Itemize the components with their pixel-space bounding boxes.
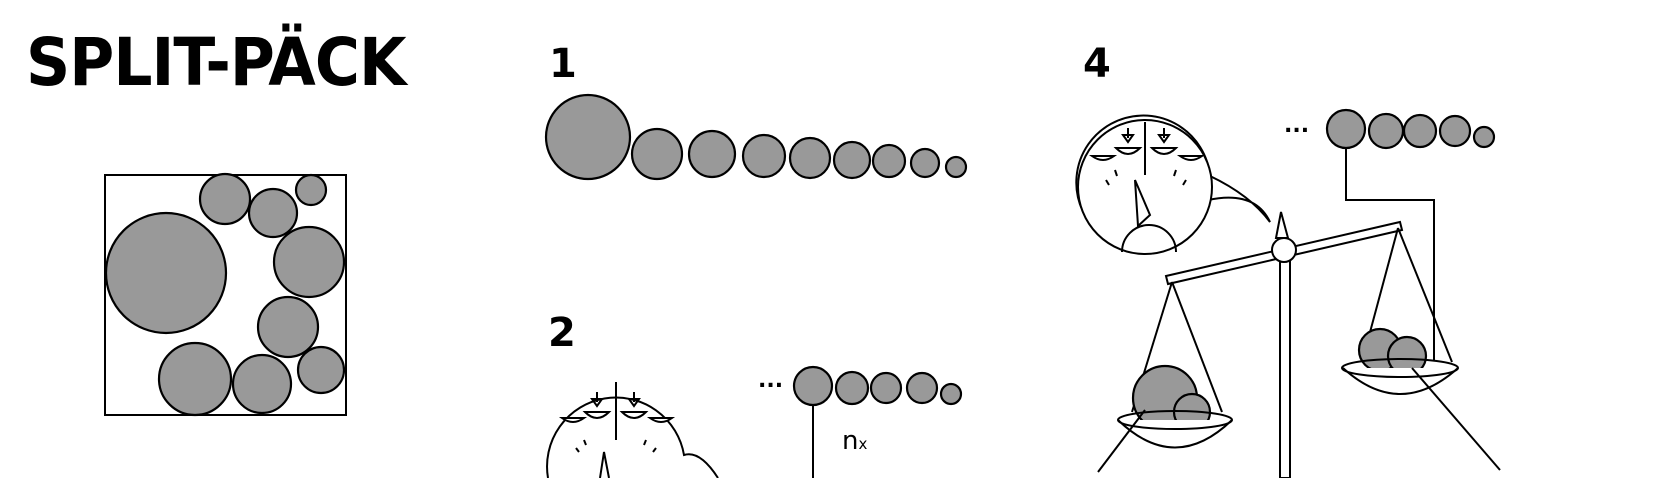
ball-pointer-line <box>1411 367 1501 471</box>
ball-small <box>294 173 328 207</box>
ball-small <box>1472 125 1496 149</box>
count-label: nx <box>842 428 867 454</box>
ball <box>272 225 346 299</box>
ball <box>296 345 346 395</box>
ball <box>869 371 903 405</box>
count-subscript: x <box>858 435 868 453</box>
ball <box>157 341 233 417</box>
ball <box>909 147 941 179</box>
step-2-illustration <box>546 365 963 478</box>
ball <box>256 295 320 359</box>
right-pan <box>1342 367 1459 395</box>
ball-pointer-line <box>1097 409 1146 473</box>
ellipsis-step-4: ... <box>1284 113 1310 138</box>
step-4-illustration <box>1075 108 1501 478</box>
ball <box>687 129 737 179</box>
balance-scale <box>1097 211 1501 478</box>
scale-dial-callout <box>546 382 719 478</box>
ball <box>1438 114 1472 148</box>
ball <box>198 172 252 226</box>
ball <box>905 371 939 405</box>
ball-pointer-line <box>1345 149 1435 360</box>
ball <box>630 127 684 181</box>
ball-small <box>944 155 968 179</box>
ball <box>741 133 787 179</box>
product-title: SPLIT-PÄCK <box>26 24 407 101</box>
ball <box>788 136 832 180</box>
dial-needle <box>599 451 610 478</box>
ball <box>1325 108 1367 150</box>
scale-post <box>1279 257 1291 478</box>
scale-pivot <box>1271 237 1297 263</box>
ball <box>834 370 870 406</box>
ball <box>1367 112 1405 150</box>
callout-bubble <box>546 396 719 478</box>
ball <box>832 140 872 180</box>
step-number-4: 4 <box>1083 41 1111 87</box>
ball <box>544 93 632 181</box>
scale-dial-callout <box>1075 114 1271 255</box>
step-number-1: 1 <box>549 41 577 87</box>
ball-large <box>104 211 228 335</box>
ball <box>1402 113 1438 149</box>
ball <box>792 365 834 407</box>
ball <box>871 143 907 179</box>
ellipsis-step-2: ... <box>758 368 784 393</box>
ball <box>231 353 293 415</box>
count-letter: n <box>842 426 859 456</box>
step-1-ball-row <box>544 93 968 181</box>
packed-box-illustration <box>104 172 347 417</box>
ball-small <box>939 382 963 406</box>
step-number-2: 2 <box>548 310 576 356</box>
scale-pointer <box>1274 211 1290 239</box>
dial-needle <box>1134 179 1152 229</box>
ball <box>247 187 299 239</box>
